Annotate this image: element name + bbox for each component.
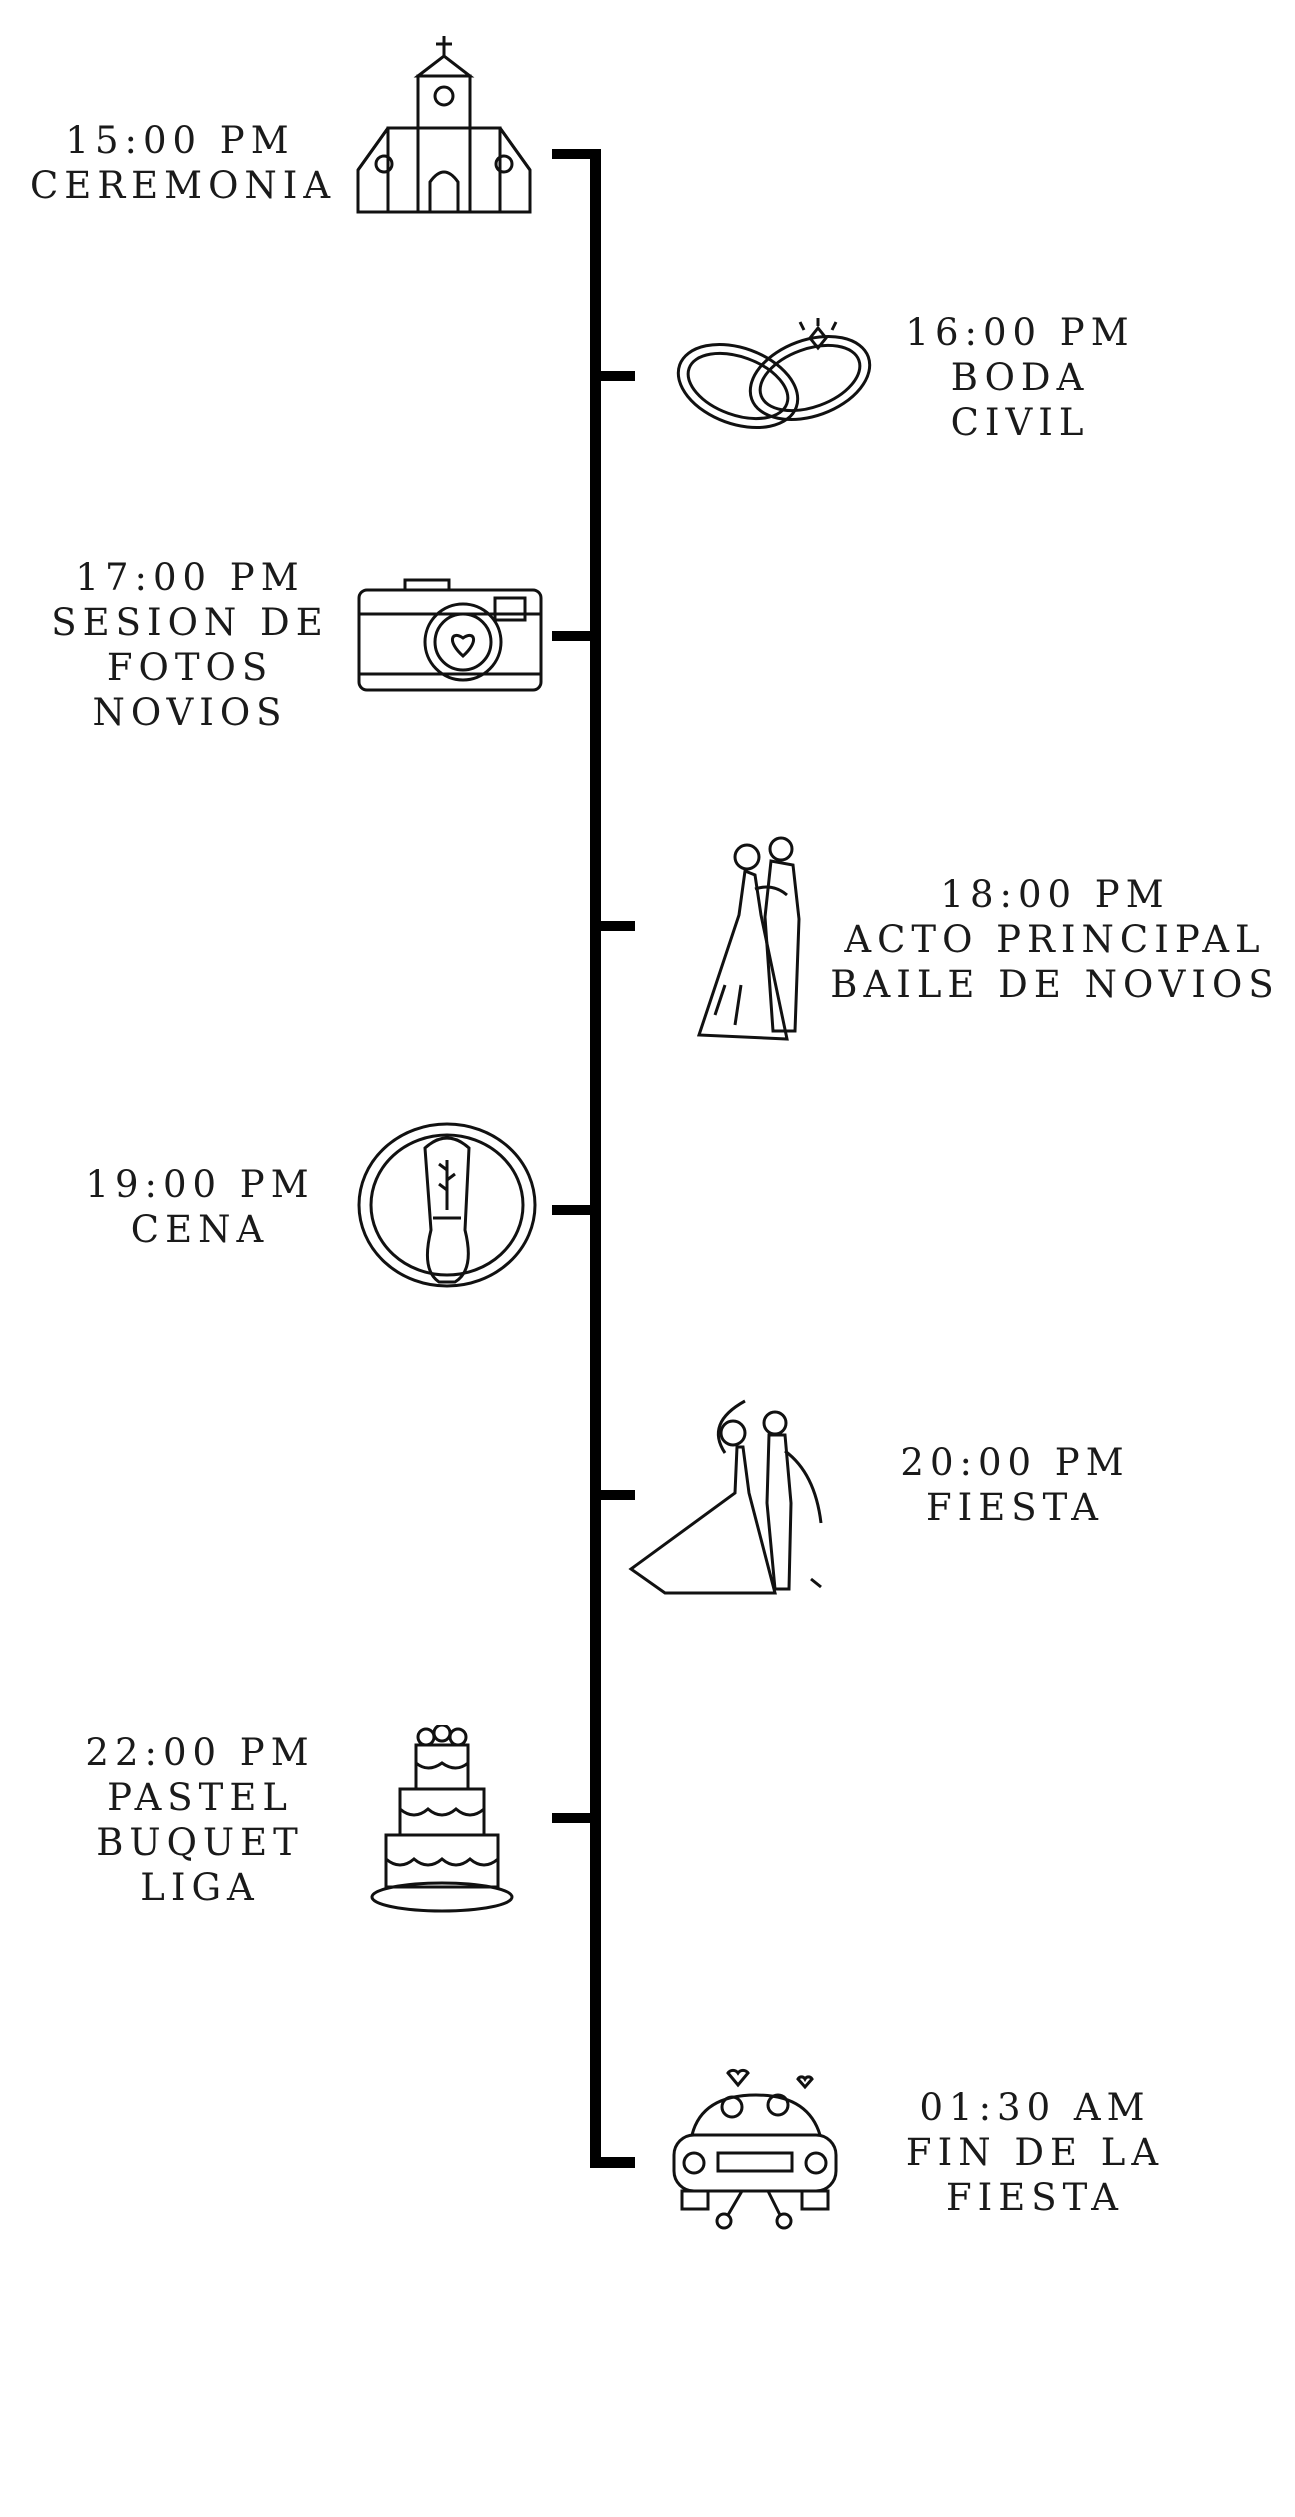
event-time: 16:00 PM <box>905 311 1135 354</box>
event-line: NOVIOS <box>92 691 288 734</box>
event-time: 20:00 PM <box>900 1441 1130 1484</box>
wedding-rings-icon <box>670 318 880 448</box>
event-line: CENA <box>130 1208 270 1251</box>
timeline-end-tick <box>590 2157 635 2168</box>
event-cena: 19:00 PM CENA <box>50 1162 350 1252</box>
timeline-tick <box>590 921 635 931</box>
event-time: 18:00 PM <box>940 873 1170 916</box>
dinner-plate-icon <box>355 1120 540 1290</box>
timeline-tick <box>552 1205 597 1215</box>
couple-party-icon <box>625 1393 835 1603</box>
church-icon <box>352 34 536 214</box>
event-line: FIESTA <box>945 2176 1125 2219</box>
event-line: SESION DE <box>51 601 329 644</box>
camera-icon <box>355 576 545 694</box>
timeline-tick <box>590 371 635 381</box>
event-line: BUQUET <box>96 1821 304 1864</box>
event-time: 01:30 AM <box>919 2086 1151 2129</box>
timeline-tick <box>552 149 597 159</box>
event-line: PASTEL <box>107 1776 293 1819</box>
timeline-tick <box>552 631 597 641</box>
event-sesion-fotos: 17:00 PM SESION DE FOTOS NOVIOS <box>40 555 340 735</box>
event-ceremonia: 15:00 PM CEREMONIA <box>30 118 330 208</box>
event-boda-civil: 16:00 PM BODA CIVIL <box>880 310 1160 445</box>
event-pastel: 22:00 PM PASTEL BUQUET LIGA <box>45 1730 355 1910</box>
event-time: 19:00 PM <box>85 1163 315 1206</box>
event-line: LIGA <box>140 1866 260 1909</box>
timeline-tick <box>552 1813 597 1823</box>
wedding-cake-icon <box>370 1725 515 1915</box>
event-time: 15:00 PM <box>65 119 295 162</box>
event-line: FIN DE LA <box>905 2131 1165 2174</box>
event-line: BAILE DE NOVIOS <box>830 963 1280 1006</box>
couple-dancing-icon <box>695 835 815 1045</box>
event-line: CIVIL <box>950 401 1090 444</box>
event-fin-fiesta: 01:30 AM FIN DE LA FIESTA <box>880 2085 1190 2220</box>
event-line: FOTOS <box>106 646 274 689</box>
timeline-line <box>590 149 601 2167</box>
event-time: 22:00 PM <box>85 1731 315 1774</box>
just-married-car-icon <box>668 2065 843 2230</box>
event-time: 17:00 PM <box>75 556 305 599</box>
timeline-tick <box>590 1490 635 1500</box>
event-baile-novios: 18:00 PM ACTO PRINCIPAL BAILE DE NOVIOS <box>825 872 1285 1007</box>
event-fiesta: 20:00 PM FIESTA <box>870 1440 1160 1530</box>
event-line: FIESTA <box>925 1486 1105 1529</box>
event-line: BODA <box>950 356 1090 399</box>
event-line: ACTO PRINCIPAL <box>844 918 1266 961</box>
event-line: CEREMONIA <box>30 164 337 207</box>
